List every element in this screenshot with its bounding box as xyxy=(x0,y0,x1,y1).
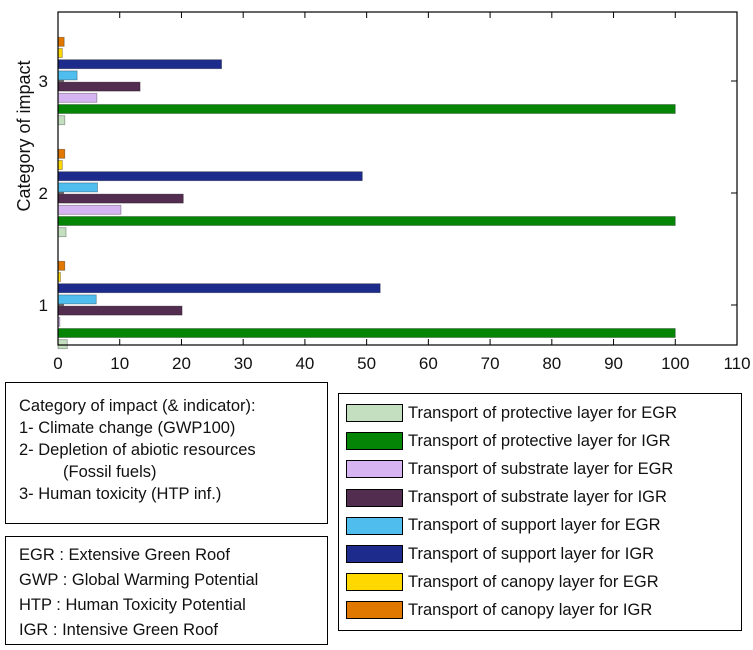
bar-cat1-series1 xyxy=(57,339,68,350)
notes-line-3: 3- Human toxicity (HTP inf.) xyxy=(19,485,222,503)
legend-item-5: Transport of support layer for EGR xyxy=(346,513,661,539)
legend-label: Transport of canopy layer for IGR xyxy=(408,600,653,619)
bar-cat1-series2 xyxy=(57,328,676,338)
abbr-igr: IGR : Intensive Green Roof xyxy=(19,621,219,639)
legend-label: Transport of support layer for EGR xyxy=(408,516,661,535)
bar-cat3-series5 xyxy=(57,70,78,81)
bars-group xyxy=(57,36,676,350)
notes-heading: Category of impact (& indicator): xyxy=(19,397,256,415)
legend-label: Transport of substrate layer for EGR xyxy=(408,459,674,478)
legend-item-2: Transport of protective layer for IGR xyxy=(346,428,671,454)
x-tick-label: 70 xyxy=(481,354,500,373)
abbreviations-note: EGR : Extensive Green Roof GWP : Global … xyxy=(5,536,328,645)
x-tick-label: 0 xyxy=(53,354,62,373)
impact-categories-note: Category of impact (& indicator): 1- Cli… xyxy=(5,382,328,524)
y-axis-label: Category of impact xyxy=(14,60,34,211)
bar-cat2-series4 xyxy=(57,193,184,204)
notes-line-2: 2- Depletion of abiotic resources xyxy=(19,441,256,459)
x-tick-label: 40 xyxy=(295,354,314,373)
x-tick-label: 50 xyxy=(357,354,376,373)
x-tick-label: 100 xyxy=(661,354,689,373)
legend-swatch xyxy=(346,404,403,422)
bar-cat3-series1 xyxy=(57,115,66,126)
bar-cat3-series8 xyxy=(57,36,65,47)
bar-cat3-series2 xyxy=(57,104,676,114)
bar-cat3-series6 xyxy=(57,59,222,70)
legend-label: Transport of support layer for IGR xyxy=(408,544,655,563)
bar-cat2-series6 xyxy=(57,171,363,182)
y-tick-label: 2 xyxy=(39,184,48,203)
y-tick-label: 1 xyxy=(39,296,48,315)
legend-swatch xyxy=(346,488,403,507)
bar-cat2-series1 xyxy=(57,227,67,238)
x-tick-label: 80 xyxy=(542,354,561,373)
abbr-htp: HTP : Human Toxicity Potential xyxy=(19,596,246,614)
legend-swatch xyxy=(346,545,403,563)
legend-swatch xyxy=(346,601,403,620)
legend-label: Transport of protective layer for EGR xyxy=(408,403,677,422)
bar-cat2-series7 xyxy=(57,160,63,170)
notes-line-1: 1- Climate change (GWP100) xyxy=(19,419,236,437)
x-tick-label: 20 xyxy=(172,354,191,373)
legend-item-4: Transport of substrate layer for IGR xyxy=(346,485,667,511)
x-tick-label: 30 xyxy=(234,354,253,373)
legend: Transport of protective layer for EGR Tra… xyxy=(338,393,742,631)
bar-cat3-series3 xyxy=(57,92,98,103)
legend-swatch xyxy=(346,573,403,592)
bar-cat1-series5 xyxy=(57,294,97,305)
x-tick-label: 110 xyxy=(723,354,750,373)
bar-cat1-series4 xyxy=(57,305,183,316)
legend-swatch xyxy=(346,432,403,451)
x-tick-label: 90 xyxy=(604,354,623,373)
y-tick-label: 3 xyxy=(39,72,48,91)
legend-item-6: Transport of support layer for IGR xyxy=(346,541,654,567)
legend-swatch xyxy=(346,460,403,479)
bar-chart: 0 10 20 30 40 50 60 70 80 90 100 110 1 2 3 Category of… xyxy=(14,11,751,373)
legend-item-7: Transport of canopy layer for EGR xyxy=(346,569,659,595)
bar-cat2-series2 xyxy=(57,216,676,226)
plot-frame xyxy=(57,11,738,346)
bar-cat2-series5 xyxy=(57,182,98,193)
notes-line-2b: (Fossil fuels) xyxy=(63,463,157,481)
bar-cat1-series8 xyxy=(57,260,66,271)
legend-item-1: Transport of protective layer for EGR xyxy=(346,400,677,426)
legend-swatch xyxy=(346,516,403,535)
bar-cat3-series7 xyxy=(57,48,63,58)
abbr-gwp: GWP : Global Warming Potential xyxy=(19,571,259,589)
legend-item-3: Transport of substrate layer for EGR xyxy=(346,456,673,482)
axes-group: 0 10 20 30 40 50 60 70 80 90 100 110 1 2 3 xyxy=(39,11,751,373)
x-tick-label: 10 xyxy=(110,354,129,373)
legend-label: Transport of substrate layer for IGR xyxy=(408,488,667,507)
legend-label: Transport of canopy layer for EGR xyxy=(408,572,659,591)
x-tick-label: 60 xyxy=(419,354,438,373)
abbr-egr: EGR : Extensive Green Roof xyxy=(19,546,230,564)
bar-cat3-series4 xyxy=(57,81,141,92)
bar-cat2-series8 xyxy=(57,148,66,159)
bar-cat1-series6 xyxy=(57,283,381,294)
bar-cat2-series3 xyxy=(57,204,122,215)
legend-label: Transport of protective layer for IGR xyxy=(408,431,671,450)
legend-item-8: Transport of canopy layer for IGR xyxy=(346,597,652,623)
